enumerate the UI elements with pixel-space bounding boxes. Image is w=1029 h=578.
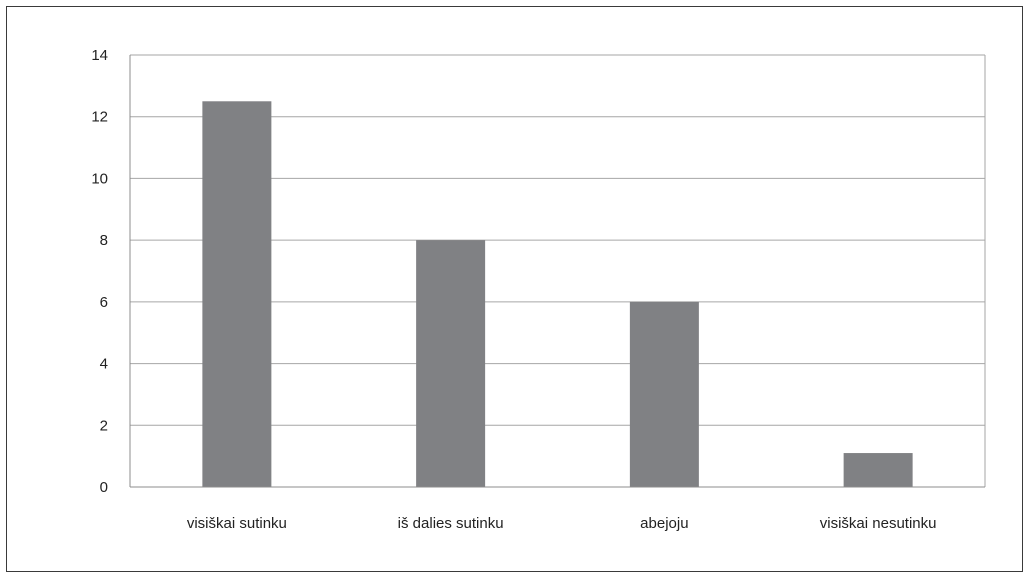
x-category-label-0: visiškai sutinku (187, 515, 287, 532)
x-category-label-1: iš dalies sutinku (398, 515, 504, 532)
y-tick-label-2: 2 (100, 417, 108, 434)
x-category-labels: visiškai sutinku iš dalies sutinku abejoju… (187, 515, 937, 532)
x-category-label-2: abejoju (640, 515, 688, 532)
y-tick-label-10: 10 (91, 170, 108, 187)
y-tick-labels: 0 2 4 6 8 10 12 14 (91, 47, 108, 496)
bar-3 (843, 453, 913, 487)
bar-2 (629, 301, 699, 487)
y-tick-label-0: 0 (100, 479, 108, 496)
gridlines (130, 54, 985, 426)
bar-0 (202, 101, 272, 488)
y-tick-label-6: 6 (100, 294, 108, 311)
y-tick-label-4: 4 (100, 356, 108, 373)
y-tick-label-8: 8 (100, 232, 108, 249)
y-tick-label-12: 12 (91, 109, 108, 126)
x-category-label-3: visiškai nesutinku (820, 515, 937, 532)
bar-1 (416, 240, 486, 487)
bars (202, 101, 913, 488)
axes (129, 55, 986, 488)
y-tick-label-14: 14 (91, 47, 108, 64)
